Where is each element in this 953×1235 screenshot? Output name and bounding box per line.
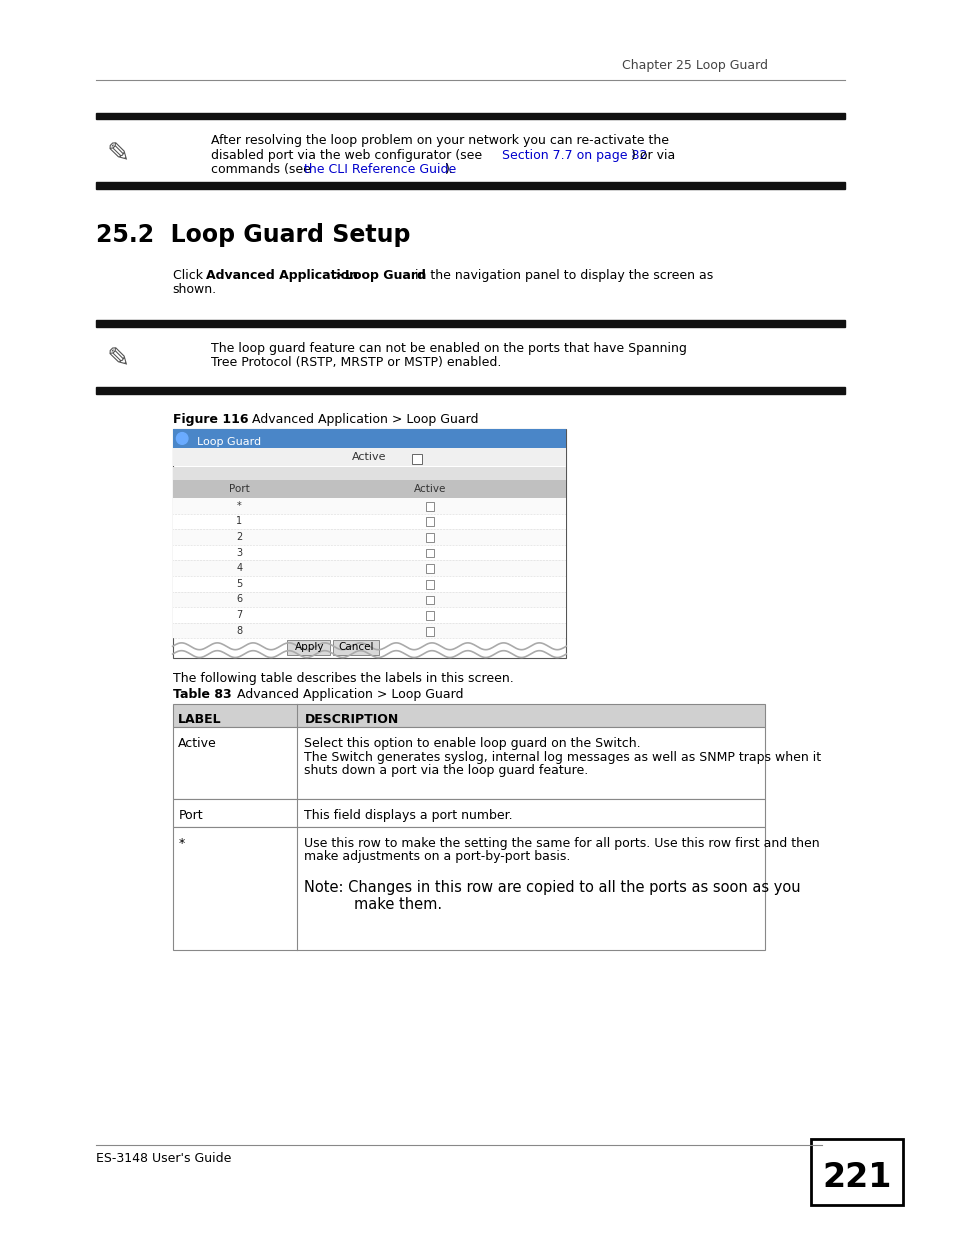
Text: 1: 1	[236, 516, 242, 526]
Bar	[172, 545, 566, 561]
Text: 3: 3	[236, 547, 242, 558]
Text: The loop guard feature can not be enabled on the ports that have Spanning: The loop guard feature can not be enable…	[211, 342, 686, 354]
Text: ).: ).	[444, 163, 454, 177]
Text: Port: Port	[229, 484, 250, 494]
Bar	[172, 498, 566, 514]
Text: in the navigation panel to display the screen as: in the navigation panel to display the s…	[411, 269, 713, 282]
Text: make them.: make them.	[354, 897, 442, 911]
Text: Figure 116: Figure 116	[172, 412, 248, 426]
Bar	[172, 727, 764, 799]
Bar	[810, 1139, 902, 1205]
Bar	[425, 548, 434, 557]
Bar	[96, 112, 844, 120]
Bar	[96, 182, 844, 189]
Bar	[425, 564, 434, 573]
Text: 5: 5	[236, 579, 242, 589]
Text: 6: 6	[236, 594, 242, 604]
Text: disabled port via the web configurator (see: disabled port via the web configurator (…	[211, 148, 485, 162]
Text: Active: Active	[352, 452, 386, 462]
Text: Loop Guard: Loop Guard	[344, 269, 425, 282]
Text: Apply: Apply	[294, 642, 324, 652]
Bar	[425, 611, 434, 620]
Bar	[425, 627, 434, 636]
Text: Active: Active	[414, 484, 446, 494]
Circle shape	[176, 432, 188, 445]
Text: After resolving the loop problem on your network you can re-activate the: After resolving the loop problem on your…	[211, 135, 668, 147]
Text: Advanced Application > Loop Guard: Advanced Application > Loop Guard	[240, 412, 478, 426]
Text: *: *	[237, 500, 242, 511]
Bar	[172, 622, 566, 638]
Text: Table 83: Table 83	[172, 688, 231, 701]
Text: ✎: ✎	[107, 141, 130, 168]
Text: ) or via: ) or via	[631, 148, 675, 162]
Text: Loop Guard: Loop Guard	[196, 437, 260, 447]
Text: Chapter 25 Loop Guard: Chapter 25 Loop Guard	[621, 59, 767, 72]
Bar	[172, 608, 566, 622]
Text: DESCRIPTION: DESCRIPTION	[304, 713, 398, 726]
Text: Advanced Application > Loop Guard: Advanced Application > Loop Guard	[225, 688, 463, 701]
Text: make adjustments on a port-by-port basis.: make adjustments on a port-by-port basis…	[304, 850, 570, 863]
Bar	[333, 641, 378, 655]
Text: shuts down a port via the loop guard feature.: shuts down a port via the loop guard fea…	[304, 764, 588, 777]
Bar	[96, 387, 844, 394]
Text: Port: Port	[178, 809, 203, 823]
Bar	[425, 501, 434, 510]
Bar	[425, 595, 434, 604]
Text: 7: 7	[236, 610, 242, 620]
Bar	[412, 454, 421, 464]
Bar	[172, 592, 566, 608]
Bar	[425, 534, 434, 542]
Text: Note: Changes in this row are copied to all the ports as soon as you: Note: Changes in this row are copied to …	[304, 881, 801, 895]
Bar	[172, 429, 566, 448]
Text: Use this row to make the setting the same for all ports. Use this row first and : Use this row to make the setting the sam…	[304, 836, 820, 850]
Text: *: *	[178, 836, 185, 850]
Bar	[425, 580, 434, 589]
Text: ES-3148 User's Guide: ES-3148 User's Guide	[96, 1152, 232, 1165]
Text: ✎: ✎	[107, 346, 130, 373]
Text: Advanced Application: Advanced Application	[206, 269, 357, 282]
Bar	[172, 561, 566, 576]
Text: commands (see: commands (see	[211, 163, 314, 177]
Text: Tree Protocol (RSTP, MRSTP or MSTP) enabled.: Tree Protocol (RSTP, MRSTP or MSTP) enab…	[211, 357, 500, 369]
Bar	[172, 480, 566, 498]
Text: 25.2  Loop Guard Setup: 25.2 Loop Guard Setup	[96, 222, 411, 247]
Bar	[425, 517, 434, 526]
Bar	[172, 467, 566, 480]
Bar	[172, 530, 566, 545]
Text: The following table describes the labels in this screen.: The following table describes the labels…	[172, 672, 513, 684]
Bar	[287, 641, 330, 655]
Text: 221: 221	[821, 1161, 890, 1194]
Text: 4: 4	[236, 563, 242, 573]
Text: 8: 8	[236, 626, 242, 636]
Bar	[172, 448, 566, 466]
Bar	[172, 514, 566, 530]
Text: >: >	[329, 269, 348, 282]
Bar	[172, 799, 764, 826]
Text: shown.: shown.	[172, 283, 216, 296]
Bar	[96, 320, 844, 327]
Text: Cancel: Cancel	[338, 642, 374, 652]
Bar	[172, 576, 566, 592]
Bar	[172, 704, 764, 727]
Text: Click: Click	[172, 269, 207, 282]
Text: LABEL: LABEL	[178, 713, 222, 726]
Text: 2: 2	[236, 532, 242, 542]
Bar	[172, 429, 566, 658]
Text: the CLI Reference Guide: the CLI Reference Guide	[303, 163, 456, 177]
Text: This field displays a port number.: This field displays a port number.	[304, 809, 513, 823]
Text: Select this option to enable loop guard on the Switch.: Select this option to enable loop guard …	[304, 737, 640, 750]
Text: Active: Active	[178, 737, 217, 750]
Text: Section 7.7 on page 82: Section 7.7 on page 82	[501, 148, 647, 162]
Bar	[172, 826, 764, 950]
Text: The Switch generates syslog, internal log messages as well as SNMP traps when it: The Switch generates syslog, internal lo…	[304, 751, 821, 763]
